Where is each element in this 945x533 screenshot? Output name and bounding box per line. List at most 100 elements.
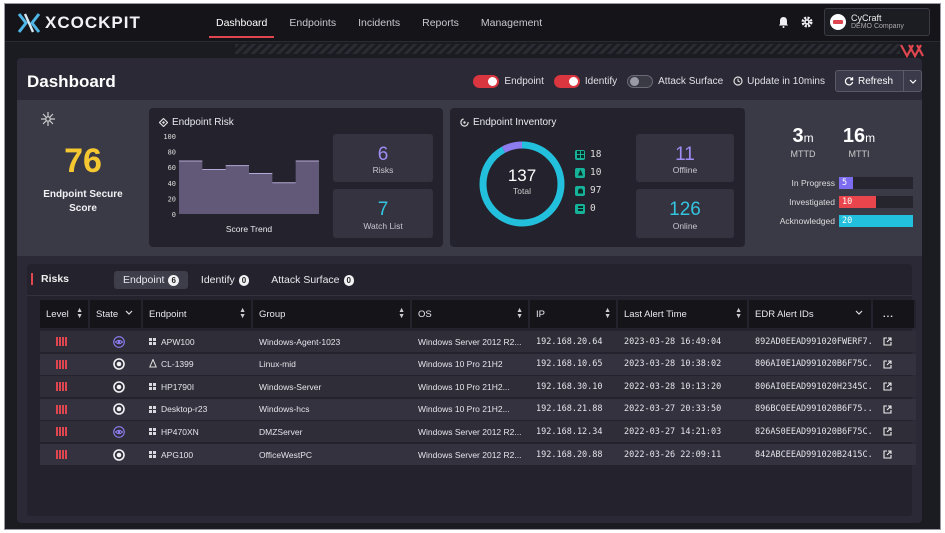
logo[interactable]: XCOCKPIT [17, 12, 141, 34]
toggle-switch[interactable] [553, 74, 580, 88]
state-cell[interactable] [96, 399, 141, 420]
toggle-switch[interactable] [627, 74, 654, 88]
nav-right: CyCraft DEMO Company [776, 8, 930, 36]
os-count-windows[interactable]: 18 [575, 149, 601, 160]
sort-icon[interactable]: ▲ ▼ [76, 307, 83, 320]
col-state-header[interactable]: State [90, 300, 143, 328]
col-endpoint-header[interactable]: Endpoint ▲ ▼ [143, 300, 253, 328]
col-edr-alert-ids-header[interactable]: EDR Alert IDs [749, 300, 873, 328]
stat-track: 5 [839, 177, 913, 189]
y-tick-label: 40 [168, 180, 176, 188]
os-count-server[interactable]: 0 [575, 203, 596, 214]
refresh-button[interactable]: Refresh [835, 70, 922, 92]
col-group-header[interactable]: Group ▲ ▼ [253, 300, 412, 328]
edr-alert-ids-cell: 892AD0EEAD991020FWERF7... [755, 336, 871, 347]
offline-tile[interactable]: 11 Offline [636, 134, 734, 182]
update-text: Update in 10mins [747, 75, 825, 87]
sort-icon[interactable]: ▲ ▼ [735, 307, 742, 320]
state-cell[interactable] [96, 354, 141, 375]
state-cell[interactable] [96, 331, 141, 352]
endpoint-name: Desktop-r23 [161, 404, 208, 415]
tab-endpoint[interactable]: Endpoint 6 [114, 271, 188, 289]
external-link-icon[interactable] [883, 405, 892, 414]
external-link-icon[interactable] [883, 360, 892, 369]
sort-icon[interactable]: ▲ ▼ [239, 307, 246, 320]
online-label: Online [672, 221, 698, 231]
update-timer: Update in 10mins [733, 76, 825, 87]
open-link-cell[interactable] [883, 444, 918, 465]
os-count-value: 18 [590, 149, 602, 160]
nav-tab-management[interactable]: Management [480, 17, 543, 29]
chevron-down-icon[interactable] [125, 310, 133, 317]
network-icon [41, 112, 55, 126]
user-menu[interactable]: CyCraft DEMO Company [824, 8, 930, 36]
last-alert-time-cell: 2022-03-28 10:13:20 [624, 381, 722, 392]
stat-bar: 20 [839, 215, 913, 227]
tab-identify[interactable]: Identify 0 [192, 271, 258, 289]
toggle-attack-surface[interactable]: Attack Surface [627, 74, 723, 88]
chevron-down-icon[interactable] [903, 71, 921, 91]
endpoint-name: APG100 [161, 449, 194, 460]
toggle-endpoint[interactable]: Endpoint [473, 74, 544, 88]
sort-icon[interactable]: ▲ ▼ [398, 307, 405, 320]
nav-tab-endpoints[interactable]: Endpoints [289, 17, 337, 29]
refresh-label-wrap[interactable]: Refresh [836, 76, 903, 87]
watch-list-tile[interactable]: 7 Watch List [333, 189, 433, 238]
mtti-value: 16 [842, 125, 866, 147]
endpoint-cell[interactable]: HP470XN [149, 421, 251, 442]
endpoint-cell[interactable]: APW100 [149, 331, 251, 352]
os-count-android[interactable]: 97 [575, 185, 601, 196]
col-ip-header[interactable]: IP ▲ ▼ [530, 300, 618, 328]
windows-icon [149, 383, 156, 391]
risks-label: Risks [372, 165, 394, 175]
nav-tab-incidents[interactable]: Incidents [358, 17, 401, 29]
xcockpit-logo-icon [17, 13, 41, 33]
toggle-switch[interactable] [473, 74, 500, 88]
external-link-icon[interactable] [883, 450, 892, 459]
windows-icon [149, 405, 156, 413]
open-link-cell[interactable] [883, 399, 918, 420]
state-cell[interactable] [96, 444, 141, 465]
tab-attack-surface[interactable]: Attack Surface 0 [262, 271, 363, 289]
bell-icon[interactable] [776, 15, 790, 29]
col-level-header[interactable]: Level ▲ ▼ [40, 300, 90, 328]
table-row[interactable]: HP470XN DMZServer Windows Server 2012 R2..… [40, 421, 918, 443]
external-link-icon[interactable] [883, 337, 892, 346]
table-row[interactable]: Desktop-r23 Windows-hcs Windows 10 Pro 21H… [40, 398, 918, 420]
online-tile[interactable]: 126 Online [636, 189, 734, 238]
summary-band: 76 Endpoint Secure Score Endpoint Risk 1… [17, 100, 922, 256]
endpoint-cell[interactable]: HP1790I [149, 376, 251, 397]
col-os-header[interactable]: OS ▲ ▼ [412, 300, 530, 328]
nav-tab-reports[interactable]: Reports [422, 17, 459, 29]
state-cell[interactable] [96, 376, 141, 397]
endpoint-cell[interactable]: APG100 [149, 444, 251, 465]
open-link-cell[interactable] [883, 421, 918, 442]
table-row[interactable]: APW100 Windows-Agent-1023 Windows Server 2… [40, 331, 916, 352]
tab-count-badge: 0 [238, 274, 250, 286]
state-cell[interactable] [96, 421, 141, 442]
chevron-down-icon[interactable] [855, 310, 863, 317]
col-more-header[interactable]: ... [873, 300, 916, 328]
table-row[interactable]: CL-1399 Linux-mid Windows 10 Pro 21H2 192.1… [40, 353, 918, 375]
external-link-icon[interactable] [883, 427, 892, 436]
open-link-cell[interactable] [883, 354, 918, 375]
col-last-alert-time-header[interactable]: Last Alert Time ▲ ▼ [618, 300, 749, 328]
risks-tile[interactable]: 6 Risks [333, 134, 433, 182]
endpoint-cell[interactable]: Desktop-r23 [149, 399, 251, 420]
external-link-icon[interactable] [883, 382, 892, 391]
table-row[interactable]: APG100 OfficeWestPC Windows Server 2012 R2… [40, 444, 916, 465]
open-link-cell[interactable] [883, 376, 918, 397]
os-count-linux[interactable]: 10 [575, 167, 601, 178]
open-link-cell[interactable] [883, 331, 918, 352]
stat-bar: 10 [839, 196, 876, 208]
endpoint-name: CL-1399 [161, 359, 194, 370]
nav-tab-dashboard[interactable]: Dashboard [205, 4, 278, 42]
toggle-identify[interactable]: Identify [553, 74, 617, 88]
table-row[interactable]: HP1790I Windows-Server Windows 10 Pro 21H2… [40, 376, 918, 398]
gear-icon[interactable] [800, 15, 814, 29]
sort-icon[interactable]: ▲ ▼ [604, 307, 611, 320]
brand-mark-icon [900, 44, 924, 58]
sort-icon[interactable]: ▲ ▼ [516, 307, 523, 320]
endpoint-cell[interactable]: CL-1399 [149, 354, 251, 375]
os-count-value: 97 [590, 185, 602, 196]
